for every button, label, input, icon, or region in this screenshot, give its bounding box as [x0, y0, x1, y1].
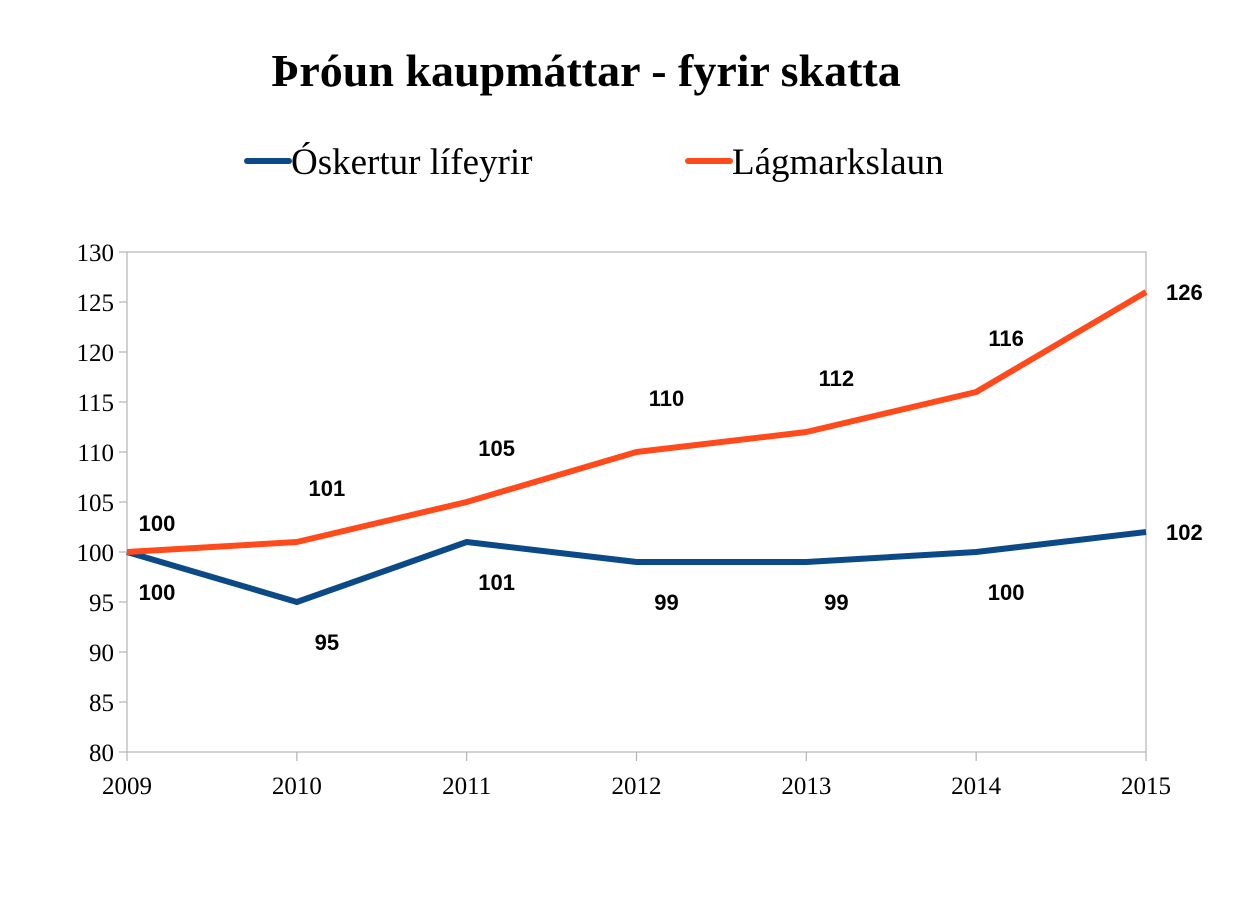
- data-label-1-4: 112: [819, 366, 855, 391]
- data-label-0-3: 99: [654, 590, 678, 615]
- data-label-1-3: 110: [649, 386, 685, 411]
- x-tick-label: 2009: [102, 773, 152, 800]
- y-tick-label: 100: [77, 540, 115, 567]
- data-labels: 100 95 101 99 99 100 102 100 101 105 110 112 116 126: [139, 280, 1203, 655]
- data-label-1-2: 105: [478, 436, 515, 461]
- series-line-1: [126, 289, 1148, 555]
- data-label-0-1: 95: [315, 630, 339, 655]
- series-group: [126, 289, 1148, 605]
- y-tick-label: 115: [77, 390, 114, 417]
- data-label-1-1: 101: [308, 476, 345, 501]
- data-label-0-2: 101: [478, 570, 515, 595]
- axes: 80 85 90 95 100 105 110 115 120 125 130 2009 2010 201…: [77, 240, 1172, 800]
- y-tick-label: 90: [89, 640, 114, 667]
- y-tick-label: 110: [77, 440, 114, 467]
- legend-label-1: Lágmarkslaun: [732, 142, 944, 183]
- y-tick-label: 105: [77, 490, 115, 517]
- x-tick-label: 2014: [951, 773, 1002, 800]
- x-tick-label: 2010: [272, 773, 322, 800]
- x-tick-label: 2012: [612, 773, 662, 800]
- legend: Óskertur lífeyrir Lágmarkslaun: [244, 141, 944, 183]
- data-label-0-5: 100: [988, 580, 1025, 605]
- data-label-0-0: 100: [139, 580, 176, 605]
- x-tick-label: 2015: [1121, 773, 1171, 800]
- y-tick-label: 120: [77, 340, 115, 367]
- data-label-0-4: 99: [824, 590, 848, 615]
- data-label-1-0: 100: [139, 511, 176, 536]
- data-label-1-5: 116: [988, 326, 1024, 351]
- legend-label-0: Óskertur lífeyrir: [291, 141, 532, 183]
- y-tick-label: 80: [89, 740, 114, 767]
- y-tick-label: 130: [77, 240, 115, 267]
- y-tick-label: 125: [77, 290, 115, 317]
- data-label-1-6: 126: [1166, 280, 1203, 305]
- y-tick-label: 85: [89, 690, 114, 717]
- data-label-0-6: 102: [1166, 520, 1203, 545]
- chart-title: Þróun kaupmáttar - fyrir skatta: [271, 45, 901, 96]
- x-tick-label: 2013: [781, 773, 831, 800]
- x-tick-label: 2011: [442, 773, 491, 800]
- series-line-0: [126, 529, 1147, 605]
- y-tick-label: 95: [89, 590, 114, 617]
